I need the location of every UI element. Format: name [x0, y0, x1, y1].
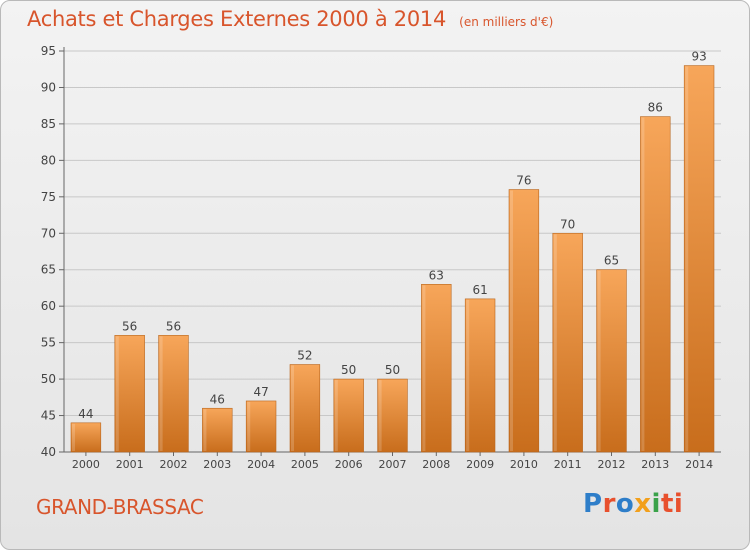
y-tick-label: 70 [41, 226, 56, 240]
bar [683, 65, 715, 453]
x-tick-label: 2008 [422, 458, 450, 471]
bar-highlight [291, 365, 295, 451]
proxiti-logo[interactable]: Proxiti [583, 489, 683, 519]
logo-letter: o [615, 489, 635, 519]
bar-highlight [203, 409, 207, 451]
y-tick-label: 95 [41, 44, 56, 58]
y-tick-label: 40 [41, 445, 56, 459]
x-tick-label: 2001 [116, 458, 144, 471]
bar [114, 335, 145, 453]
logo-letter: ti [660, 489, 684, 519]
bar-highlight [466, 299, 470, 451]
data-label: 70 [560, 217, 575, 231]
bar [158, 335, 189, 453]
data-label: 65 [604, 254, 619, 268]
bar [596, 269, 627, 453]
data-label: 50 [341, 363, 356, 377]
x-tick-label: 2000 [72, 458, 100, 471]
bar-highlight [510, 190, 514, 451]
x-tick-label: 2012 [598, 458, 626, 471]
x-tick-label: 2009 [466, 458, 494, 471]
bar [202, 407, 233, 453]
x-tick-label: 2014 [685, 458, 713, 471]
data-label: 63 [429, 268, 444, 282]
commune-name: GRAND-BRASSAC [36, 495, 204, 519]
data-labels: 44 56 56 46 47 52 50 50 63 61 76 70 65 86 93 [78, 50, 706, 421]
x-tick-label: 2007 [379, 458, 407, 471]
data-label: 47 [253, 385, 268, 399]
bar [464, 298, 496, 453]
x-tick-label: 2004 [247, 458, 275, 471]
data-label: 93 [691, 50, 706, 64]
bar [640, 116, 671, 453]
bar-highlight [115, 336, 119, 451]
y-tick-label: 45 [41, 409, 56, 423]
data-label: 56 [122, 319, 137, 333]
data-label: 44 [78, 407, 93, 421]
data-label: 50 [385, 363, 400, 377]
y-tick-label: 75 [41, 190, 56, 204]
y-tick-label: 55 [41, 336, 56, 350]
data-label: 56 [166, 319, 181, 333]
bar [70, 422, 102, 453]
bar [508, 189, 540, 453]
bar [245, 400, 277, 453]
logo-letter: x [634, 489, 652, 519]
bar-highlight [641, 117, 645, 452]
chart-title: Achats et Charges Externes 2000 à 2014 [27, 7, 447, 31]
y-tick-label: 65 [41, 263, 56, 277]
bar [377, 378, 408, 453]
x-tick-label: 2005 [291, 458, 319, 471]
bar [552, 232, 583, 453]
x-tick-label: 2011 [554, 458, 582, 471]
bar-highlight [378, 380, 382, 451]
y-tick-label: 60 [41, 299, 56, 313]
data-label: 61 [472, 283, 487, 297]
logo-letter: r [602, 489, 616, 519]
y-tick-label: 90 [41, 80, 56, 94]
x-tick-label: 2002 [160, 458, 188, 471]
bar [421, 284, 452, 453]
bar [333, 378, 364, 453]
x-tick-label: 2006 [335, 458, 363, 471]
y-tick-label: 85 [41, 117, 56, 131]
bar-highlight [553, 234, 557, 451]
bar-highlight [422, 285, 426, 451]
bar-highlight [334, 380, 338, 451]
bar [289, 364, 321, 453]
x-tick-label: 2010 [510, 458, 538, 471]
bar-highlight [247, 401, 251, 451]
y-tick-label: 50 [41, 372, 56, 386]
data-label: 46 [210, 392, 225, 406]
bar-highlight [159, 336, 163, 451]
bars [70, 65, 715, 453]
data-label: 52 [297, 349, 312, 363]
data-label: 76 [516, 174, 531, 188]
data-label: 86 [648, 101, 663, 115]
logo-letter: i [651, 489, 661, 519]
logo-letter: P [583, 489, 603, 519]
bar-highlight [597, 270, 601, 451]
x-tick-label: 2013 [641, 458, 669, 471]
chart-title-block: Achats et Charges Externes 2000 à 2014 (… [27, 7, 553, 31]
chart-unit: (en milliers d'€) [459, 15, 554, 29]
x-tick-label: 2003 [203, 458, 231, 471]
bar-highlight [72, 423, 76, 451]
y-tick-label: 80 [41, 153, 56, 167]
bar-highlight [685, 66, 689, 451]
